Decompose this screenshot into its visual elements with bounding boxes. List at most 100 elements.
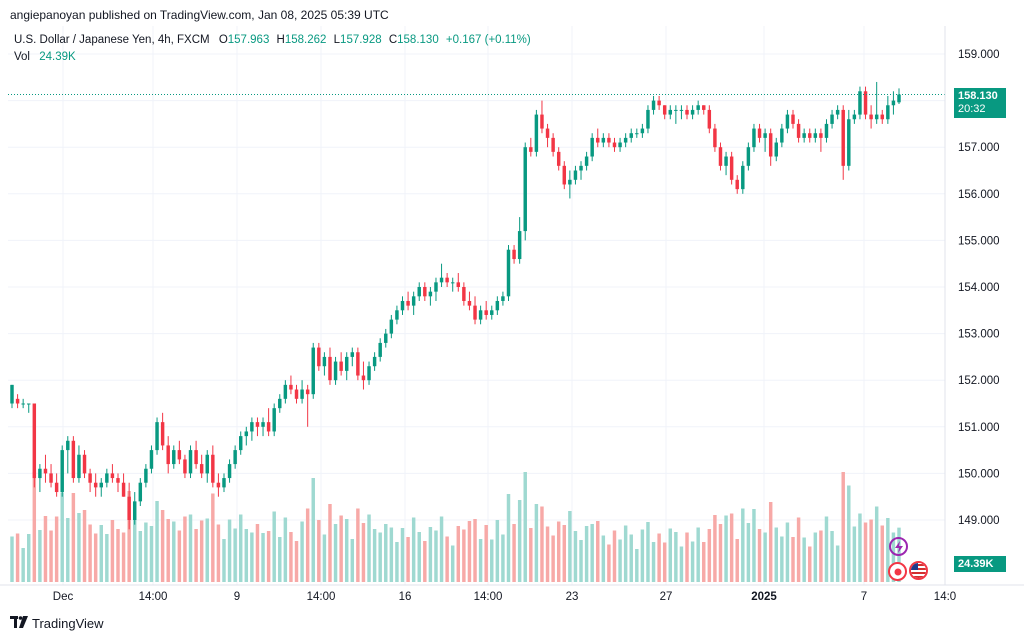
- volume-bar: [635, 549, 639, 582]
- candle-body: [300, 389, 304, 399]
- volume-bar: [322, 534, 327, 582]
- candle-body: [841, 109, 845, 166]
- volume-bar: [428, 527, 433, 582]
- candle-body: [166, 445, 170, 465]
- volume-bar: [529, 528, 533, 582]
- candle-body: [27, 403, 31, 405]
- candle-body: [568, 179, 572, 185]
- candle-body: [517, 231, 522, 260]
- volume-bar: [406, 537, 410, 582]
- volume-bar: [858, 513, 862, 582]
- candle-body: [886, 105, 890, 120]
- volume-bar: [445, 536, 449, 582]
- candle-body: [127, 496, 131, 520]
- candle-body: [149, 450, 154, 469]
- volume-bar: [657, 533, 661, 582]
- candle-body: [10, 384, 14, 404]
- candle-body: [880, 114, 884, 120]
- candle-body: [66, 440, 70, 451]
- us-flag-icon[interactable]: [909, 561, 928, 580]
- x-tick-label: 14:0: [934, 591, 956, 603]
- candle-body: [406, 300, 410, 306]
- candle-body: [791, 114, 795, 124]
- volume-bar: [227, 519, 232, 582]
- candle-body: [741, 165, 745, 190]
- volume-bar: [596, 521, 600, 582]
- volume-bar: [724, 515, 728, 582]
- record-icon[interactable]: [888, 562, 907, 581]
- volume-bar: [819, 530, 823, 582]
- volume-bar: [495, 520, 500, 582]
- volume-bar: [266, 531, 271, 582]
- symbol-name[interactable]: U.S. Dollar / Japanese Yen, 4h, FXCM: [14, 34, 210, 46]
- open-label: O: [218, 34, 228, 46]
- candle-body: [361, 375, 366, 381]
- volume-bar: [60, 492, 64, 582]
- tradingview-logo-icon: [10, 616, 28, 631]
- volume-bar: [640, 529, 645, 582]
- volume-bar: [423, 541, 427, 582]
- candle-body: [601, 137, 606, 143]
- x-tick-label: 2025: [751, 591, 777, 603]
- volume-bar: [305, 508, 310, 582]
- volume-bar: [512, 524, 516, 582]
- candle-body: [144, 468, 148, 483]
- volume-bar: [66, 518, 70, 582]
- volume-bar: [562, 525, 567, 582]
- candle-body: [830, 114, 834, 124]
- volume-bar: [43, 516, 48, 582]
- volume-bar: [434, 530, 438, 582]
- volume-bar: [757, 529, 762, 582]
- volume-bar: [662, 542, 667, 582]
- candle-body: [473, 305, 477, 320]
- candle-body: [222, 478, 226, 488]
- volume-bar: [361, 523, 366, 582]
- candle-body: [869, 114, 873, 120]
- candle-body: [808, 133, 812, 138]
- volume-bar: [618, 539, 622, 582]
- volume-bar: [32, 472, 37, 582]
- y-tick-label: 150.000: [958, 468, 1000, 480]
- candle-body: [735, 179, 739, 190]
- volume-bar: [411, 517, 416, 582]
- volume-label[interactable]: Vol: [14, 51, 30, 63]
- y-tick-label: 154.000: [958, 282, 1000, 294]
- volume-bar: [328, 504, 332, 582]
- candle-body: [434, 282, 438, 292]
- volume-bar: [863, 522, 868, 582]
- candle-body: [545, 128, 550, 138]
- candle-body: [768, 133, 773, 157]
- candle-body: [467, 300, 472, 306]
- volume-bar: [160, 510, 165, 582]
- volume-bar: [880, 525, 884, 582]
- tradingview-brand[interactable]: TradingView: [10, 616, 104, 631]
- volume-bar: [746, 523, 751, 582]
- candle-body: [646, 109, 650, 129]
- last-price-tag: 158.130 20:32: [954, 88, 1006, 118]
- volume-bar: [584, 526, 589, 582]
- candle-body: [752, 128, 756, 148]
- lightning-icon[interactable]: [889, 537, 908, 556]
- candle-body: [211, 454, 215, 483]
- candle-body: [523, 147, 527, 232]
- candle-body: [121, 482, 126, 497]
- volume-bar: [540, 506, 544, 582]
- volume-bar: [82, 510, 87, 582]
- volume-bar: [278, 537, 282, 582]
- candle-body: [819, 133, 823, 138]
- candle-body: [657, 100, 661, 106]
- candle-body: [177, 450, 182, 460]
- candle-body: [551, 137, 555, 152]
- volume-bar: [15, 533, 20, 582]
- volume-bar: [127, 491, 131, 582]
- volume-bar: [796, 517, 801, 582]
- volume-bar: [467, 521, 472, 582]
- bar-countdown: 20:32: [958, 103, 986, 115]
- candle-body: [863, 91, 868, 115]
- candle-body: [183, 459, 187, 474]
- volume-bar: [255, 524, 260, 582]
- candle-body: [780, 128, 784, 143]
- candle-body: [852, 114, 857, 120]
- candle-body: [71, 440, 76, 479]
